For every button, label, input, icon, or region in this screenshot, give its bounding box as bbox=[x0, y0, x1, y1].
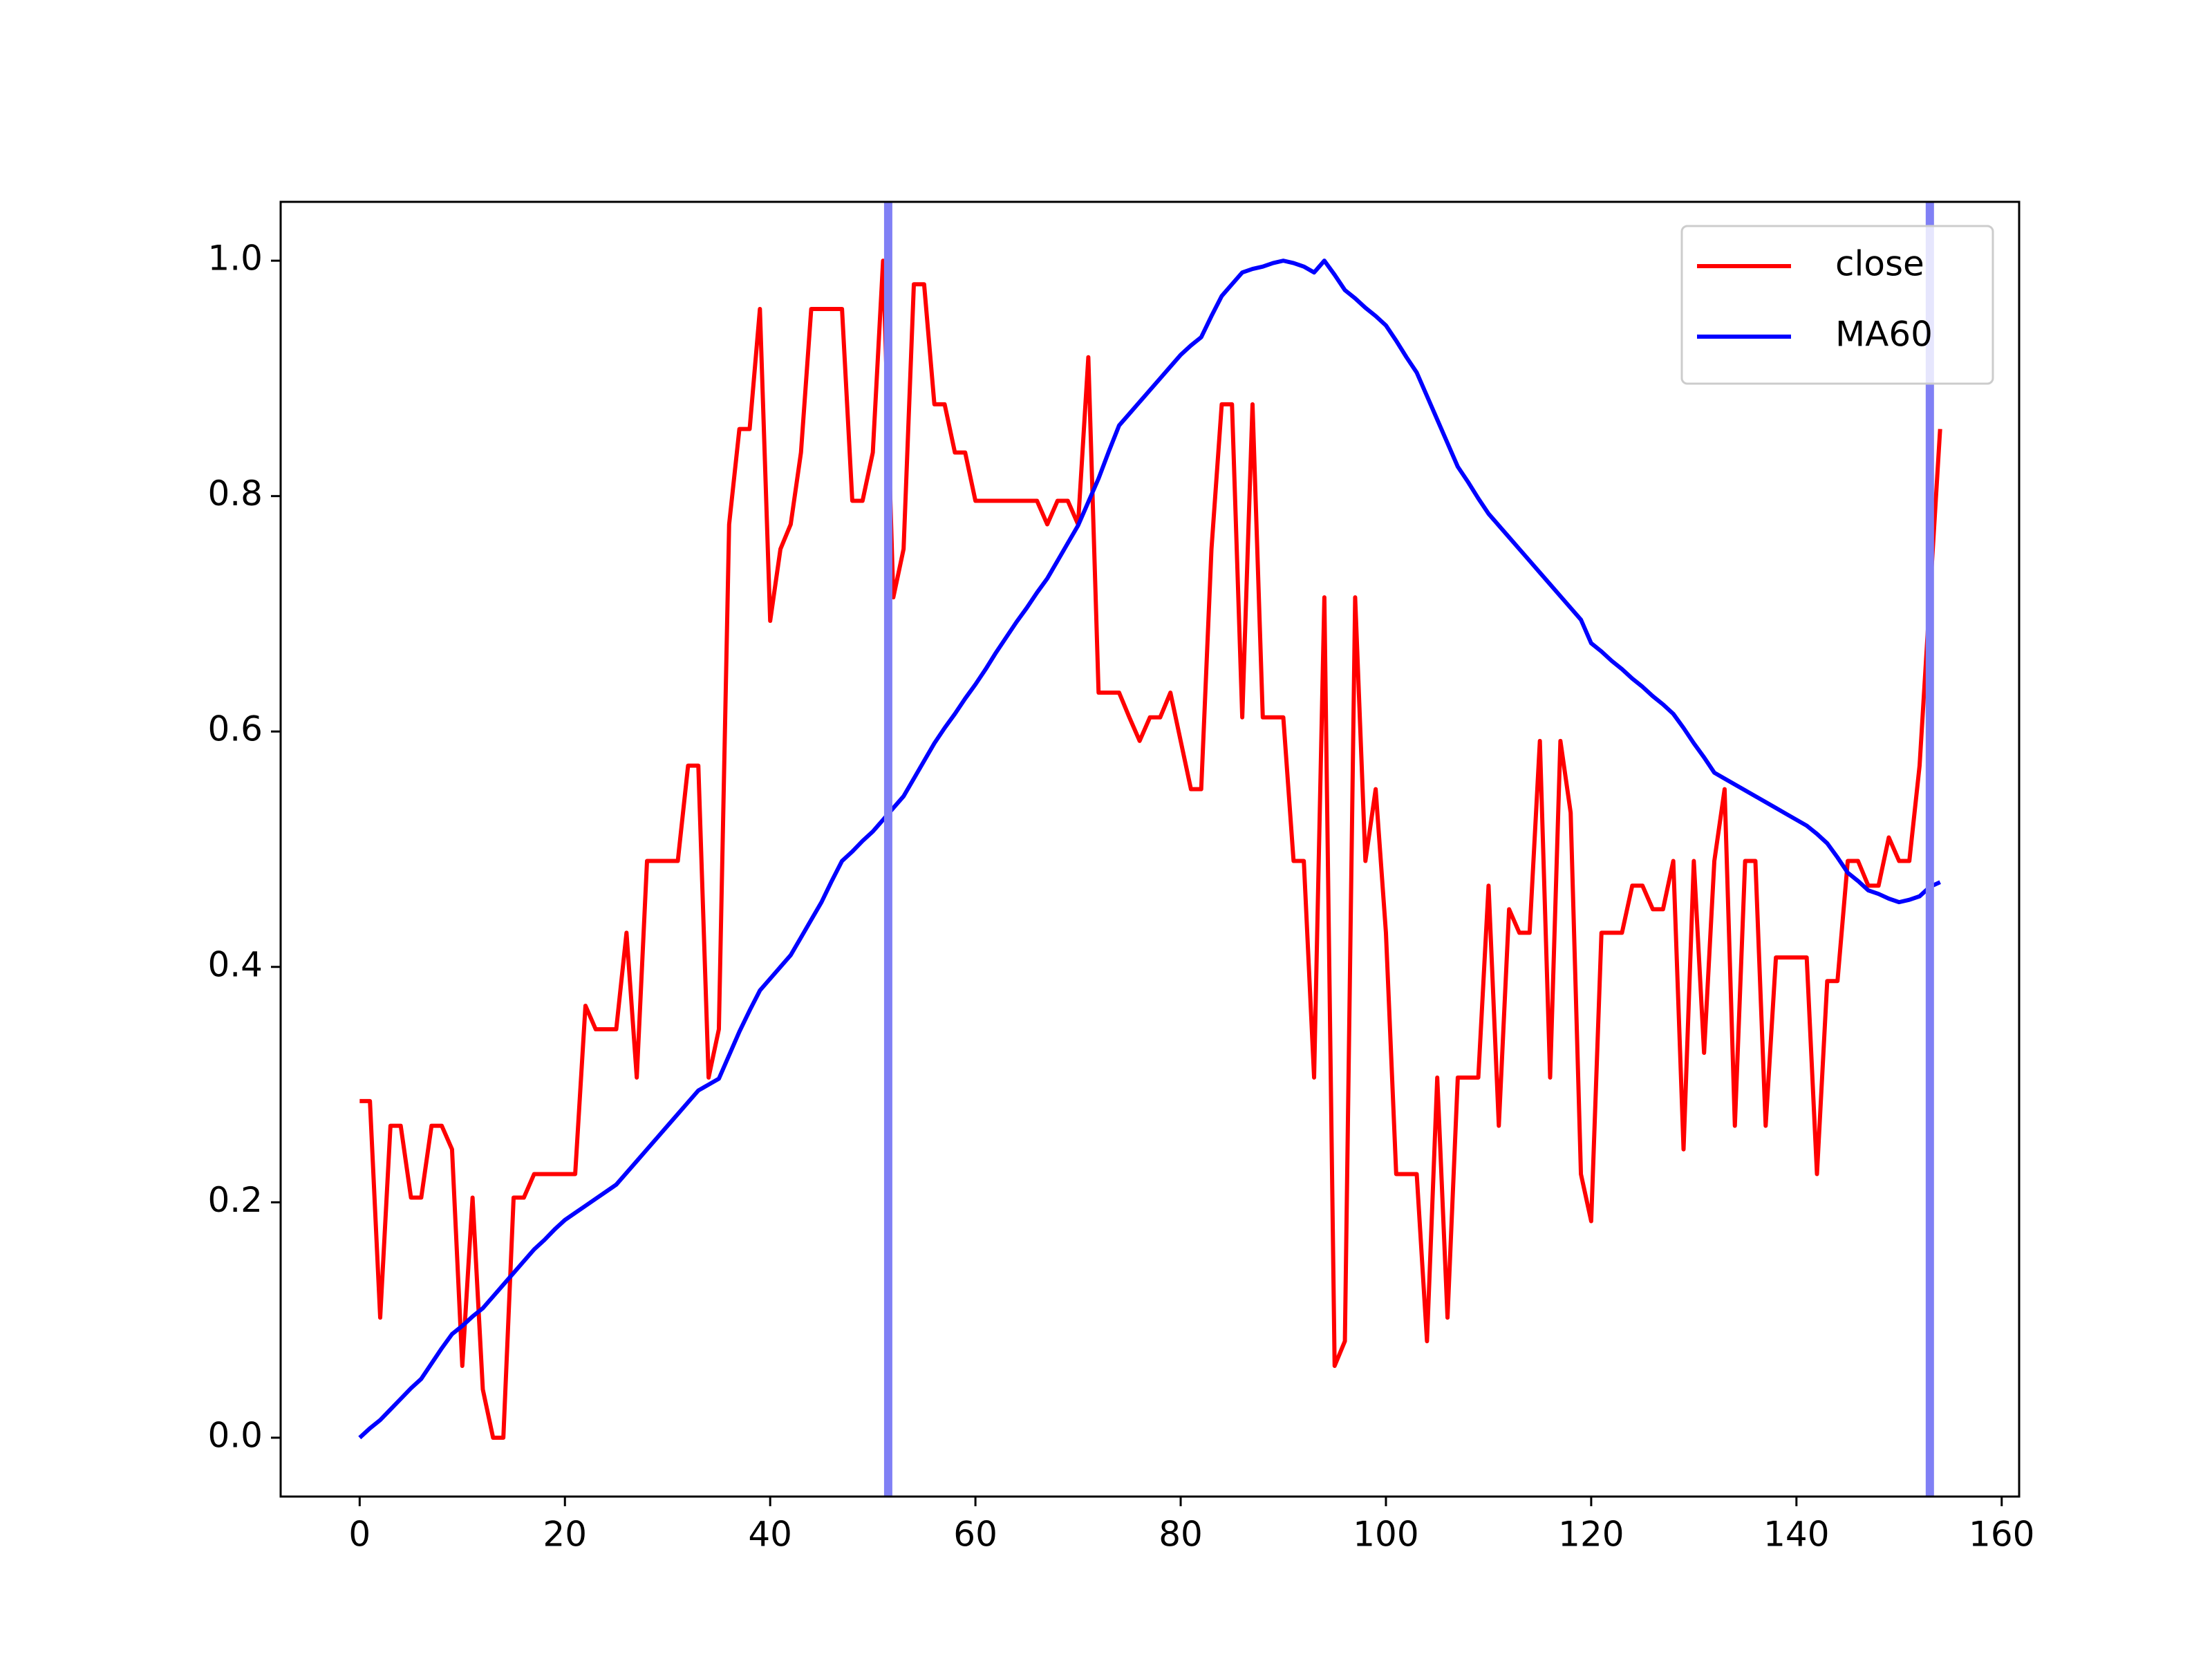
x-tick-label: 120 bbox=[1558, 1515, 1624, 1555]
y-tick-label: 0.4 bbox=[207, 944, 263, 984]
x-tick-label: 40 bbox=[748, 1515, 792, 1555]
axes-frame bbox=[279, 200, 2021, 1498]
x-tick-label: 60 bbox=[953, 1515, 997, 1555]
y-tick-label: 1.0 bbox=[207, 238, 263, 279]
y-tick-label: 0.8 bbox=[207, 474, 263, 514]
y-tick-label: 0.2 bbox=[207, 1180, 263, 1220]
x-tick-label: 140 bbox=[1763, 1515, 1829, 1555]
y-tick-label: 0.6 bbox=[207, 709, 263, 749]
series-line bbox=[359, 259, 1942, 1440]
x-tick-label: 100 bbox=[1353, 1515, 1418, 1555]
legend-label: MA60 bbox=[1835, 315, 1933, 355]
y-tick-label: 0.0 bbox=[207, 1415, 263, 1455]
legend-label: close bbox=[1835, 244, 1924, 284]
x-tick-label: 160 bbox=[1969, 1515, 2034, 1555]
x-tick-label: 0 bbox=[348, 1515, 371, 1555]
series-line bbox=[358, 259, 1941, 1440]
x-tick-label: 20 bbox=[543, 1515, 587, 1555]
x-tick-label: 80 bbox=[1159, 1515, 1203, 1555]
